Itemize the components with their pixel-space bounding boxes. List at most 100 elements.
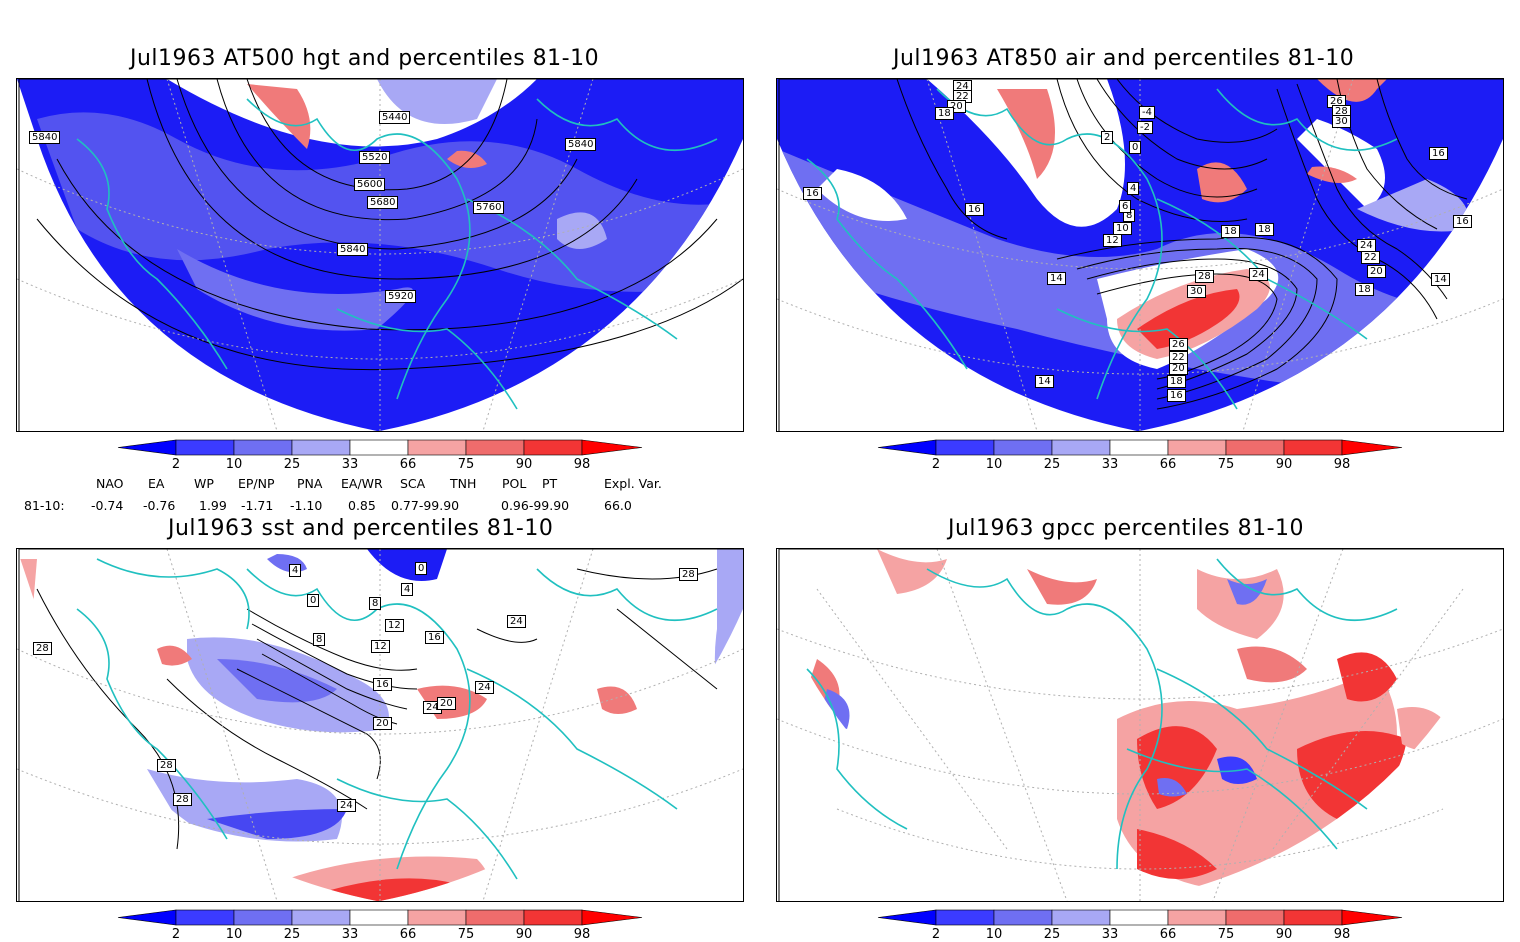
colorbar-tick-label: 98 [1333,457,1351,472]
index-header: SCA [400,476,426,491]
colorbar-tick-label: 33 [1101,457,1119,472]
colorbar-segment-2-10 [935,439,995,456]
contour-label: 4 [289,564,302,577]
colorbar-segment-25-33 [1051,909,1111,926]
index-header: Expl. Var. [604,476,662,491]
colorbar-tick-label: 66 [1159,927,1177,942]
colorbar-top-left: 2 10 25 33 66 75 90 98 [117,439,643,472]
contour-label: 24 [475,681,494,694]
contour-label: 30 [1187,285,1206,298]
contour-label: 16 [803,187,822,200]
colorbar-segment-10-25 [993,909,1053,926]
contour-label: 18 [1167,375,1186,388]
contour-label: 18 [1221,225,1240,238]
colorbar-segment-2-10 [175,909,235,926]
colorbar-tick-label: 90 [1275,457,1293,472]
index-header: EP/NP [238,476,275,491]
contour-label: 18 [935,107,954,120]
contour-label: 5440 [379,111,411,124]
colorbar-segment-below-2 [877,909,937,926]
colorbar-svg [117,909,643,926]
colorbar-tick-label: 25 [283,927,301,942]
colorbar-tick-label: 10 [225,927,243,942]
contour-label: 24 [507,615,526,628]
contour-label: 28 [157,759,176,772]
map-panel-at850: 24 22 20 18 16 16 14 12 10 8 6 4 2 0 -2 … [776,78,1504,432]
contour-label: 20 [437,697,456,710]
contour-label: 24 [1357,239,1376,252]
map-at500-svg [17,79,743,431]
contour-label: -4 [1139,106,1155,119]
contour-label: 0 [415,562,428,575]
colorbar-tick-label: 10 [985,927,1003,942]
colorbar-tick-label: 98 [573,457,591,472]
colorbar-tick-label: 90 [1275,927,1293,942]
index-header: NAO [96,476,124,491]
map-panel-at500: 5440 5520 5600 5680 5760 5840 5840 5840 … [16,78,744,432]
colorbar-segment-75-90 [465,439,525,456]
colorbar-segment-below-2 [877,439,937,456]
index-header: EA [148,476,165,491]
colorbar-segment-90-98 [1283,909,1343,926]
index-header: POL [502,476,527,491]
contour-label: 5840 [29,131,61,144]
contour-label: 26 [1169,338,1188,351]
map-sst-svg [17,549,743,901]
colorbar-segment-66-75 [1167,439,1227,456]
contour-label: 20 [1367,265,1386,278]
index-value: -0.74 [91,498,124,513]
contour-label: 4 [1127,182,1140,195]
panel3-title: Jul1963 sst and percentiles 81-10 [168,516,554,541]
index-header: TNH [450,476,477,491]
index-value: 66.0 [604,498,632,513]
contour-label: 12 [371,640,390,653]
index-header: PNA [297,476,323,491]
contour-label: 28 [173,793,192,806]
contour-label: 14 [1047,272,1066,285]
colorbar-bottom-left: 2 10 25 33 66 75 90 98 [117,909,643,942]
contour-label: 5680 [367,196,399,209]
contour-label: 16 [425,631,444,644]
index-value: 1.99 [199,498,227,513]
contour-label: 16 [1429,147,1448,160]
colorbar-svg [877,439,1403,456]
colorbar-tick-label: 2 [171,927,181,942]
panel2-title: Jul1963 AT850 air and percentiles 81-10 [893,46,1355,71]
colorbar-tick-label: 2 [931,927,941,942]
index-value: 0.85 [348,498,376,513]
colorbar-segment-33-66 [349,439,409,456]
colorbar-tick-label: 33 [341,457,359,472]
colorbar-segment-75-90 [1225,439,1285,456]
contour-label: 12 [1103,234,1122,247]
colorbar-tick-label: 75 [457,927,475,942]
colorbar-tick-label: 25 [1043,457,1061,472]
index-header: PT [542,476,558,491]
index-header: WP [194,476,214,491]
contour-label: 20 [1169,362,1188,375]
colorbar-svg [877,909,1403,926]
contour-label: 28 [1332,105,1351,118]
colorbar-segment-75-90 [1225,909,1285,926]
colorbar-tick-label: 33 [341,927,359,942]
index-header: EA/WR [341,476,383,491]
colorbar-segment-10-25 [993,439,1053,456]
contour-label: -2 [1137,121,1153,134]
index-value: -1.10 [290,498,323,513]
contour-label: 4 [401,583,414,596]
colorbar-segment-10-25 [233,439,293,456]
contour-label: 5840 [337,243,369,256]
colorbar-tick-label: 2 [931,457,941,472]
colorbar-tick-label: 75 [1217,457,1235,472]
contour-label: 22 [1169,351,1188,364]
contour-label: 28 [33,642,52,655]
colorbar-segment-2-10 [175,439,235,456]
map-panel-sst: 28 28 28 28 24 24 24 24 20 16 12 8 4 0 0… [16,548,744,902]
colorbar-segment-33-66 [349,909,409,926]
map-panel-gpcc [776,548,1504,902]
colorbar-tick-label: 10 [985,457,1003,472]
contour-label: 30 [1332,115,1351,128]
colorbar-segment-above-98 [1341,909,1403,926]
contour-label: 28 [679,568,698,581]
contour-label: 14 [1035,375,1054,388]
colorbar-segment-66-75 [407,909,467,926]
